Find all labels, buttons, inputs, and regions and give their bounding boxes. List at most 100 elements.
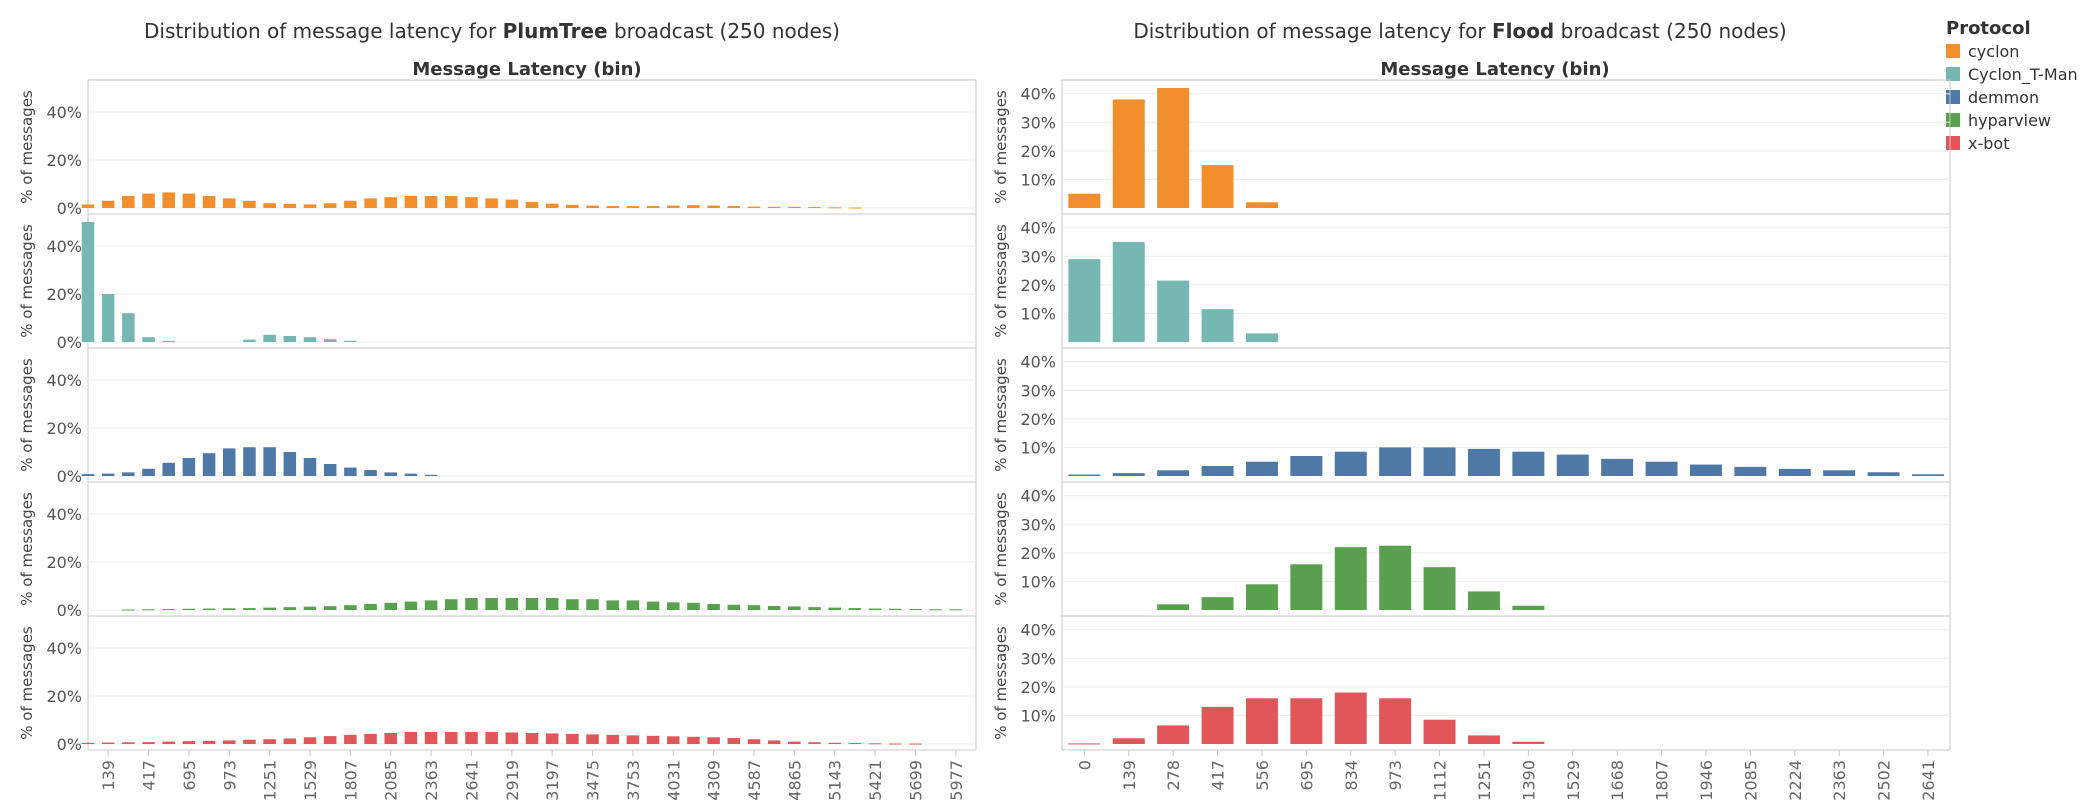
bar-cyclon xyxy=(202,196,216,208)
bar-hyparview xyxy=(889,608,902,610)
bar-hyparview xyxy=(687,602,700,610)
bar-cyclon xyxy=(243,200,256,208)
bar-cyclon xyxy=(808,207,821,209)
y-tick-label: 20% xyxy=(46,687,82,706)
bar-x-bot xyxy=(1068,743,1101,745)
bar-x-bot xyxy=(283,738,297,744)
bar-Cyclon_T-Man xyxy=(122,313,135,342)
bar-demmon xyxy=(243,447,256,476)
x-tick-label: 0 xyxy=(1075,760,1094,770)
bar-x-bot xyxy=(909,743,922,745)
bar-x-bot xyxy=(223,740,236,744)
bar-x-bot xyxy=(667,736,680,744)
bar-x-bot xyxy=(1290,698,1323,744)
bar-hyparview xyxy=(626,600,640,610)
bar-cyclon xyxy=(767,206,781,208)
bar-x-bot xyxy=(122,742,135,744)
y-tick-label: 20% xyxy=(46,419,82,438)
bar-cyclon xyxy=(424,196,438,208)
legend-swatch-Cyclon_T-Man xyxy=(1946,67,1960,81)
panel-frame xyxy=(87,213,977,349)
bar-hyparview xyxy=(788,606,801,610)
bar-cyclon xyxy=(788,206,801,208)
bar-hyparview xyxy=(1201,597,1234,610)
bar-demmon xyxy=(1112,473,1145,476)
bar-hyparview xyxy=(566,599,579,610)
bar-hyparview xyxy=(586,599,599,610)
bar-demmon xyxy=(142,468,155,476)
y-tick-label: 0% xyxy=(57,199,82,218)
bar-demmon xyxy=(1245,461,1278,476)
y-tick-label: 40% xyxy=(1020,85,1056,104)
bar-demmon xyxy=(1467,448,1500,476)
y-tick-label: 30% xyxy=(1020,649,1056,668)
bar-Cyclon_T-Man xyxy=(243,339,256,342)
panel-hyparview: 10% 20% 30% 40% % of messages xyxy=(992,481,1951,617)
x-tick-label: 139 xyxy=(99,760,118,791)
bar-cyclon xyxy=(727,206,741,208)
x-tick-label: 4587 xyxy=(745,760,764,800)
x-tick-label: 1390 xyxy=(1519,760,1538,800)
y-tick-label: 20% xyxy=(1020,544,1056,563)
bar-demmon xyxy=(323,464,337,476)
x-tick-label: 2224 xyxy=(1786,760,1805,800)
y-tick-label: 20% xyxy=(46,285,82,304)
x-tick-label: 973 xyxy=(220,760,239,791)
x-tick-label: 1668 xyxy=(1608,760,1627,800)
bar-cyclon xyxy=(747,206,761,208)
bar-cyclon xyxy=(162,192,175,208)
x-tick-label: 417 xyxy=(140,760,159,791)
bar-x-bot xyxy=(1112,738,1145,744)
bar-hyparview xyxy=(525,598,539,610)
flood-chart: 10% 20% 30% 40% % of messages 10% 20% 30% 40% % o… xyxy=(992,79,1951,800)
bar-demmon xyxy=(1334,451,1367,476)
bar-cyclon xyxy=(566,204,579,208)
bar-hyparview xyxy=(243,608,256,610)
y-tick-label: 0% xyxy=(57,735,82,754)
bar-demmon xyxy=(364,470,377,476)
bar-hyparview xyxy=(142,609,155,611)
x-tick-label: 2502 xyxy=(1875,760,1894,800)
x-tick-label: 4031 xyxy=(664,760,683,800)
y-tick-label: 40% xyxy=(1020,219,1056,238)
x-tick-label: 5699 xyxy=(906,760,925,800)
bar-cyclon xyxy=(283,203,297,208)
bar-Cyclon_T-Man xyxy=(81,222,95,342)
bar-x-bot xyxy=(424,732,438,744)
bar-demmon xyxy=(1645,461,1678,476)
bar-demmon xyxy=(1601,458,1634,476)
x-tick-label: 2919 xyxy=(503,760,522,800)
panel-frame xyxy=(87,615,977,751)
bar-x-bot xyxy=(566,733,579,744)
right-title-pre: Distribution of message latency for xyxy=(1133,19,1492,43)
y-tick-label: 20% xyxy=(46,553,82,572)
bar-hyparview xyxy=(364,604,377,610)
bar-hyparview xyxy=(303,606,317,610)
bar-demmon xyxy=(384,472,397,476)
x-tick-label: 417 xyxy=(1209,760,1228,791)
bar-demmon xyxy=(1734,466,1767,476)
bar-x-bot xyxy=(828,742,841,744)
bar-hyparview xyxy=(505,598,519,610)
bar-cyclon xyxy=(848,207,862,209)
bar-cyclon xyxy=(101,200,115,208)
panel-frame xyxy=(87,481,977,617)
left-title-pre: Distribution of message latency for xyxy=(144,19,503,43)
bar-x-bot xyxy=(1467,735,1500,744)
bar-demmon xyxy=(182,458,196,476)
bar-Cyclon_T-Man xyxy=(263,334,276,342)
bar-x-bot xyxy=(364,733,377,744)
bar-cyclon xyxy=(485,198,498,208)
bar-cyclon xyxy=(384,197,397,208)
bar-hyparview xyxy=(182,608,196,610)
x-tick-label: 139 xyxy=(1120,760,1139,791)
bar-x-bot xyxy=(202,740,216,744)
bar-hyparview xyxy=(707,604,720,610)
left-x-axis-header: Message Latency (bin) xyxy=(412,59,641,80)
bar-hyparview xyxy=(122,609,135,611)
bar-hyparview xyxy=(384,602,397,610)
bar-hyparview xyxy=(1290,564,1323,610)
bar-demmon xyxy=(424,474,438,476)
bar-demmon xyxy=(303,458,317,476)
bar-x-bot xyxy=(727,738,741,744)
